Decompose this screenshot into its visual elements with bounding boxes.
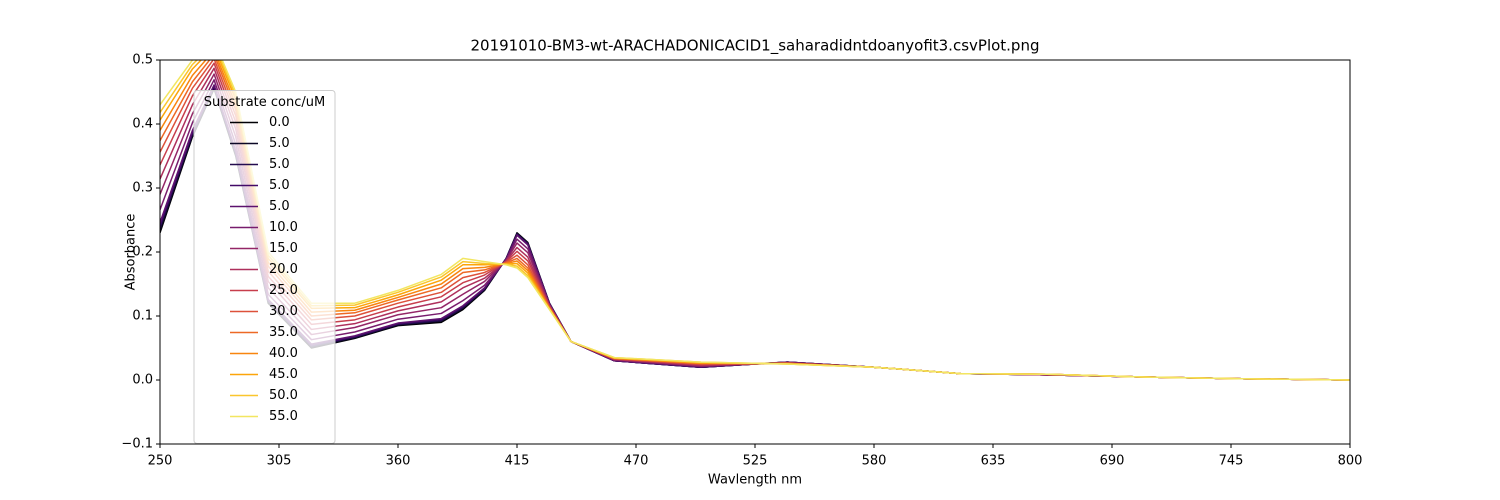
x-tick-label: 690	[1100, 454, 1125, 469]
legend-label: 55.0	[269, 409, 298, 424]
x-axis-label: Wavlength nm	[708, 473, 802, 488]
legend-box	[193, 90, 336, 444]
legend-label: 5.0	[269, 199, 290, 214]
legend-label: 30.0	[269, 304, 298, 319]
legend-label: 40.0	[269, 346, 298, 361]
y-tick-label: 0.4	[132, 117, 153, 132]
x-tick-label: 525	[743, 454, 768, 469]
y-tick-label: −0.1	[121, 437, 153, 452]
y-tick-label: 0.3	[132, 181, 153, 196]
x-tick-label: 580	[862, 454, 887, 469]
legend-label: 45.0	[269, 367, 298, 382]
x-tick-label: 470	[624, 454, 649, 469]
y-tick-label: 0.5	[132, 53, 153, 68]
legend-label: 35.0	[269, 325, 298, 340]
y-tick-label: 0.1	[132, 309, 153, 324]
legend-label: 50.0	[269, 388, 298, 403]
x-tick-label: 635	[981, 454, 1006, 469]
y-tick-label: 0.2	[132, 245, 153, 260]
legend: Substrate conc/uM 0.0 5.0 5.0 5.0 5.0 10.0 15.0…	[193, 90, 336, 444]
legend-label: 10.0	[269, 220, 298, 235]
x-tick-label: 800	[1338, 454, 1363, 469]
legend-label: 5.0	[269, 136, 290, 151]
legend-label: 5.0	[269, 178, 290, 193]
legend-label: 25.0	[269, 283, 298, 298]
x-tick-label: 745	[1219, 454, 1244, 469]
x-tick-label: 305	[267, 454, 292, 469]
x-tick-label: 250	[148, 454, 173, 469]
y-axis-label: Absorbance	[124, 214, 139, 291]
chart-title: 20191010-BM3-wt-ARACHADONICACID1_saharad…	[471, 37, 1040, 56]
x-tick-label: 415	[505, 454, 530, 469]
legend-label: 15.0	[269, 241, 298, 256]
x-tick-label: 360	[386, 454, 411, 469]
y-tick-label: 0.0	[132, 373, 153, 388]
legend-label: 5.0	[269, 157, 290, 172]
axes-frame	[159, 59, 1351, 445]
legend-title: Substrate conc/uM	[204, 95, 325, 110]
legend-label: 20.0	[269, 262, 298, 277]
legend-label: 0.0	[269, 115, 290, 130]
